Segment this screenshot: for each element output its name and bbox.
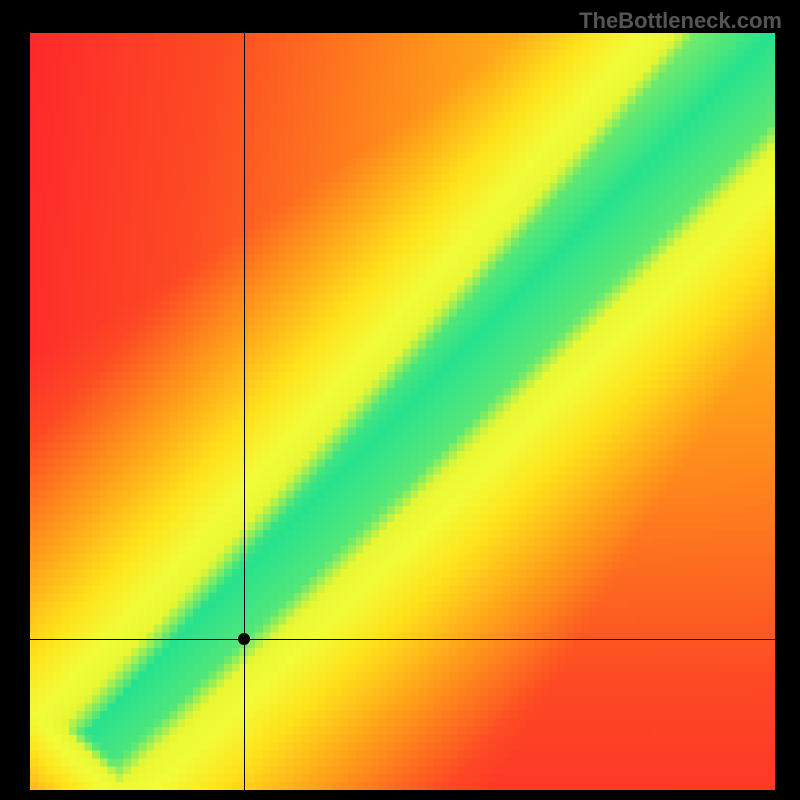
chart-container: TheBottleneck.com: [0, 0, 800, 800]
data-point-marker: [238, 633, 250, 645]
crosshair-vertical: [244, 33, 245, 790]
watermark-text: TheBottleneck.com: [579, 8, 782, 34]
heatmap-plot: [30, 33, 775, 790]
crosshair-horizontal: [30, 639, 775, 640]
heatmap-canvas: [30, 33, 775, 790]
